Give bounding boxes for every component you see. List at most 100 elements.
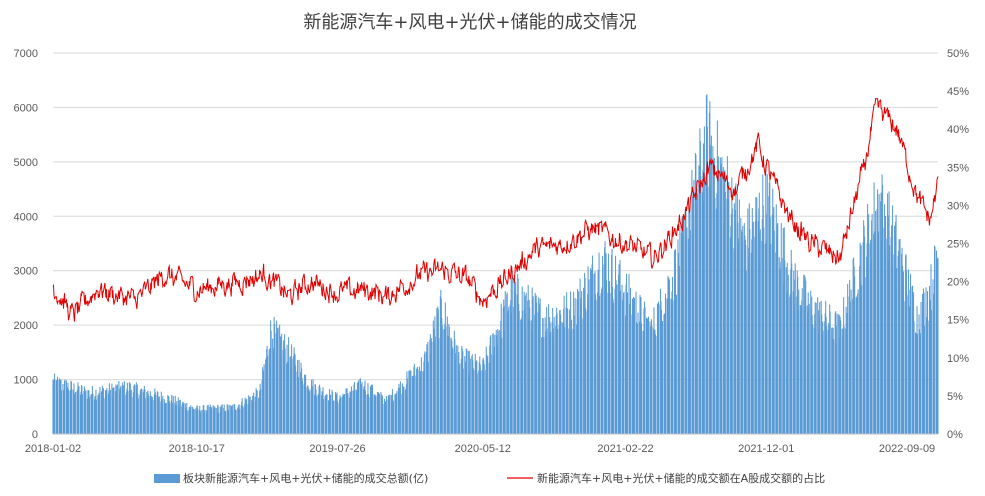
bar [113, 387, 115, 434]
bar [375, 395, 377, 434]
bar [700, 176, 702, 434]
bar [102, 388, 104, 434]
bar [627, 292, 629, 434]
bar [309, 391, 311, 434]
bar [689, 230, 691, 434]
bar [654, 334, 657, 434]
bar [127, 390, 129, 434]
bar [483, 364, 485, 434]
bar [497, 330, 499, 434]
bar [207, 404, 209, 434]
bar [815, 302, 817, 434]
right-y-axis: 0% 5% 10% 15% 20% 25% 30% 35% 40% 45% 50% [947, 48, 969, 441]
bar [267, 356, 269, 434]
bar [836, 313, 838, 434]
bar [396, 391, 398, 434]
bar [675, 294, 677, 434]
y-left-tick-label: 2000 [14, 320, 38, 332]
bar [784, 260, 786, 434]
bar [480, 370, 482, 434]
bar [578, 291, 580, 434]
bar [382, 403, 384, 434]
bar [246, 399, 248, 434]
bar [186, 410, 188, 434]
bar [532, 296, 534, 434]
bar [417, 369, 419, 434]
bar [927, 320, 929, 434]
bar [822, 330, 824, 434]
bar [368, 397, 370, 434]
bar [60, 390, 63, 434]
bar [221, 404, 223, 434]
bar [647, 316, 650, 434]
bar [455, 345, 457, 434]
bar [721, 157, 723, 434]
bar [263, 364, 265, 434]
bar [57, 380, 59, 434]
bar [868, 214, 870, 434]
bar [448, 326, 450, 434]
bar [861, 285, 863, 434]
bar [413, 363, 415, 434]
bar [787, 274, 789, 434]
bar [218, 412, 220, 434]
bar [875, 210, 877, 434]
bar [476, 373, 478, 434]
bar [613, 302, 615, 434]
line-series-share [52, 98, 939, 322]
bar [847, 283, 849, 434]
bar [190, 405, 192, 434]
bar [920, 302, 922, 434]
bar [137, 398, 139, 434]
bar [707, 186, 709, 434]
bar [843, 326, 845, 434]
bar [934, 246, 936, 434]
bar [773, 230, 775, 434]
bar [162, 395, 164, 434]
bar [211, 407, 213, 434]
bar [829, 311, 831, 434]
bar [389, 394, 391, 434]
bar [930, 310, 933, 434]
y-left-tick-label: 7000 [14, 48, 38, 60]
bar [71, 389, 73, 434]
bar [466, 349, 468, 434]
bar [668, 280, 670, 434]
bar [850, 289, 852, 434]
bar [340, 397, 342, 434]
bar [361, 381, 363, 434]
bar [819, 302, 821, 434]
y-left-tick-label: 6000 [14, 102, 38, 114]
bar [592, 255, 594, 434]
y-left-tick-label: 1000 [14, 375, 38, 387]
bar [693, 179, 695, 434]
bar [801, 288, 803, 434]
bar [805, 280, 807, 434]
bar [651, 326, 653, 434]
bar [749, 229, 751, 434]
bar [473, 369, 475, 434]
bar [354, 389, 356, 434]
bar [661, 321, 663, 434]
bar [780, 223, 782, 434]
bar [581, 318, 583, 434]
bar [364, 390, 366, 434]
bar [141, 388, 143, 434]
bar [724, 191, 726, 434]
bar [371, 384, 373, 434]
y-right-tick-label: 25% [947, 239, 969, 251]
bar [616, 284, 618, 434]
bar [445, 326, 447, 434]
bar [225, 410, 227, 434]
bar [588, 279, 590, 434]
bar [917, 333, 919, 434]
bar [494, 334, 496, 434]
x-tick-label: 2018-10-17 [169, 443, 225, 455]
bar [679, 226, 681, 434]
bar [305, 387, 307, 434]
bar [242, 407, 244, 434]
bar [316, 396, 318, 434]
bar [522, 310, 524, 434]
bar [74, 392, 76, 434]
